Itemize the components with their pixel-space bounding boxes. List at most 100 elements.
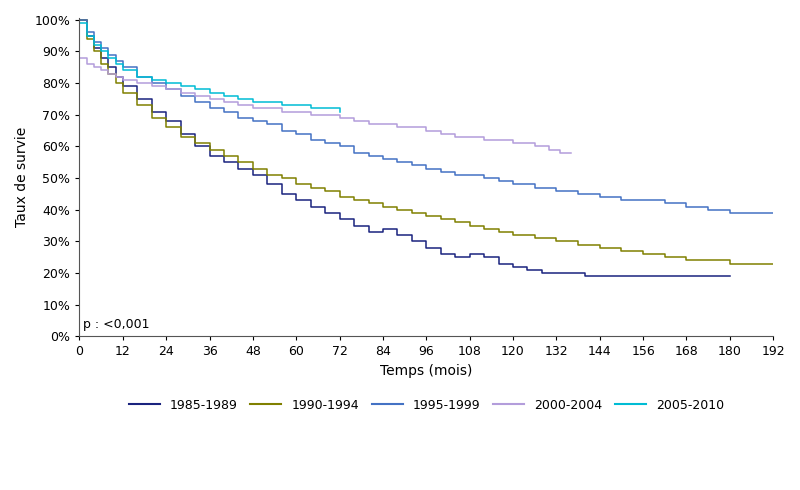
1990-1994: [364, 200, 374, 206]
1990-1994: [350, 197, 359, 203]
Line: 1995-1999: 1995-1999: [79, 20, 773, 213]
1995-1999: [364, 153, 374, 159]
1995-1999: [378, 156, 388, 162]
1995-1999: [248, 118, 258, 124]
Line: 2000-2004: 2000-2004: [79, 58, 571, 153]
1985-1989: [176, 131, 186, 137]
2000-2004: [555, 150, 565, 156]
1995-1999: [660, 200, 670, 206]
1990-1994: [118, 90, 128, 96]
1985-1989: [393, 232, 402, 238]
1985-1989: [581, 273, 590, 279]
1990-1994: [768, 261, 778, 267]
2005-2010: [133, 74, 142, 80]
1990-1994: [494, 229, 503, 235]
1995-1999: [234, 115, 243, 121]
1995-1999: [219, 109, 229, 115]
1990-1994: [574, 242, 583, 247]
1990-1994: [162, 124, 171, 130]
1995-1999: [703, 207, 713, 213]
1985-1989: [190, 144, 200, 149]
1995-1999: [494, 178, 503, 184]
1995-1999: [422, 166, 431, 171]
1990-1994: [508, 232, 518, 238]
1990-1994: [103, 71, 113, 76]
1995-1999: [74, 17, 84, 23]
2000-2004: [118, 77, 128, 83]
1990-1994: [248, 166, 258, 171]
2000-2004: [450, 134, 460, 140]
1985-1989: [147, 109, 157, 115]
2000-2004: [277, 109, 286, 115]
Line: 1985-1989: 1985-1989: [79, 20, 730, 276]
2000-2004: [133, 80, 142, 86]
1990-1994: [479, 226, 489, 232]
2005-2010: [262, 99, 272, 105]
Text: p : <0,001: p : <0,001: [83, 318, 150, 331]
1985-1989: [110, 74, 120, 80]
1995-1999: [335, 144, 345, 149]
2005-2010: [74, 20, 84, 26]
2000-2004: [494, 137, 503, 143]
1995-1999: [82, 29, 91, 35]
Legend: 1985-1989, 1990-1994, 1995-1999, 2000-2004, 2005-2010: 1985-1989, 1990-1994, 1995-1999, 2000-20…: [123, 393, 729, 416]
1995-1999: [306, 137, 315, 143]
1985-1989: [689, 273, 698, 279]
1990-1994: [638, 251, 648, 257]
1995-1999: [103, 51, 113, 57]
1995-1999: [176, 93, 186, 98]
1985-1989: [450, 254, 460, 260]
Y-axis label: Taux de survie: Taux de survie: [15, 127, 29, 227]
2005-2010: [277, 102, 286, 108]
1995-1999: [638, 197, 648, 203]
1995-1999: [133, 74, 142, 80]
2000-2004: [320, 112, 330, 118]
1990-1994: [320, 188, 330, 194]
1995-1999: [205, 105, 214, 111]
1985-1989: [262, 181, 272, 187]
1995-1999: [110, 58, 120, 64]
1995-1999: [436, 169, 446, 174]
1995-1999: [551, 188, 561, 194]
2000-2004: [162, 86, 171, 92]
1985-1989: [133, 96, 142, 102]
2005-2010: [147, 77, 157, 83]
2000-2004: [422, 127, 431, 133]
2000-2004: [544, 147, 554, 152]
1990-1994: [465, 222, 474, 228]
1990-1994: [190, 140, 200, 146]
2005-2010: [320, 105, 330, 111]
1990-1994: [450, 220, 460, 225]
1985-1989: [617, 273, 626, 279]
1995-1999: [393, 159, 402, 165]
1985-1989: [277, 191, 286, 197]
1995-1999: [291, 131, 301, 137]
2005-2010: [118, 68, 128, 74]
1985-1989: [422, 245, 431, 251]
1995-1999: [147, 80, 157, 86]
1990-1994: [725, 261, 734, 267]
1990-1994: [436, 216, 446, 222]
2005-2010: [110, 61, 120, 67]
2005-2010: [82, 33, 91, 39]
2000-2004: [479, 137, 489, 143]
1995-1999: [465, 172, 474, 178]
1990-1994: [595, 245, 605, 251]
1995-1999: [617, 197, 626, 203]
1990-1994: [82, 36, 91, 42]
2005-2010: [306, 105, 315, 111]
1985-1989: [350, 222, 359, 228]
2005-2010: [162, 80, 171, 86]
1985-1989: [595, 273, 605, 279]
2000-2004: [205, 96, 214, 102]
1985-1989: [162, 118, 171, 124]
1990-1994: [147, 115, 157, 121]
2000-2004: [393, 124, 402, 130]
1985-1989: [335, 216, 345, 222]
1990-1994: [306, 185, 315, 191]
1990-1994: [530, 235, 539, 241]
2005-2010: [176, 83, 186, 89]
1995-1999: [320, 140, 330, 146]
1985-1989: [436, 251, 446, 257]
1990-1994: [133, 102, 142, 108]
